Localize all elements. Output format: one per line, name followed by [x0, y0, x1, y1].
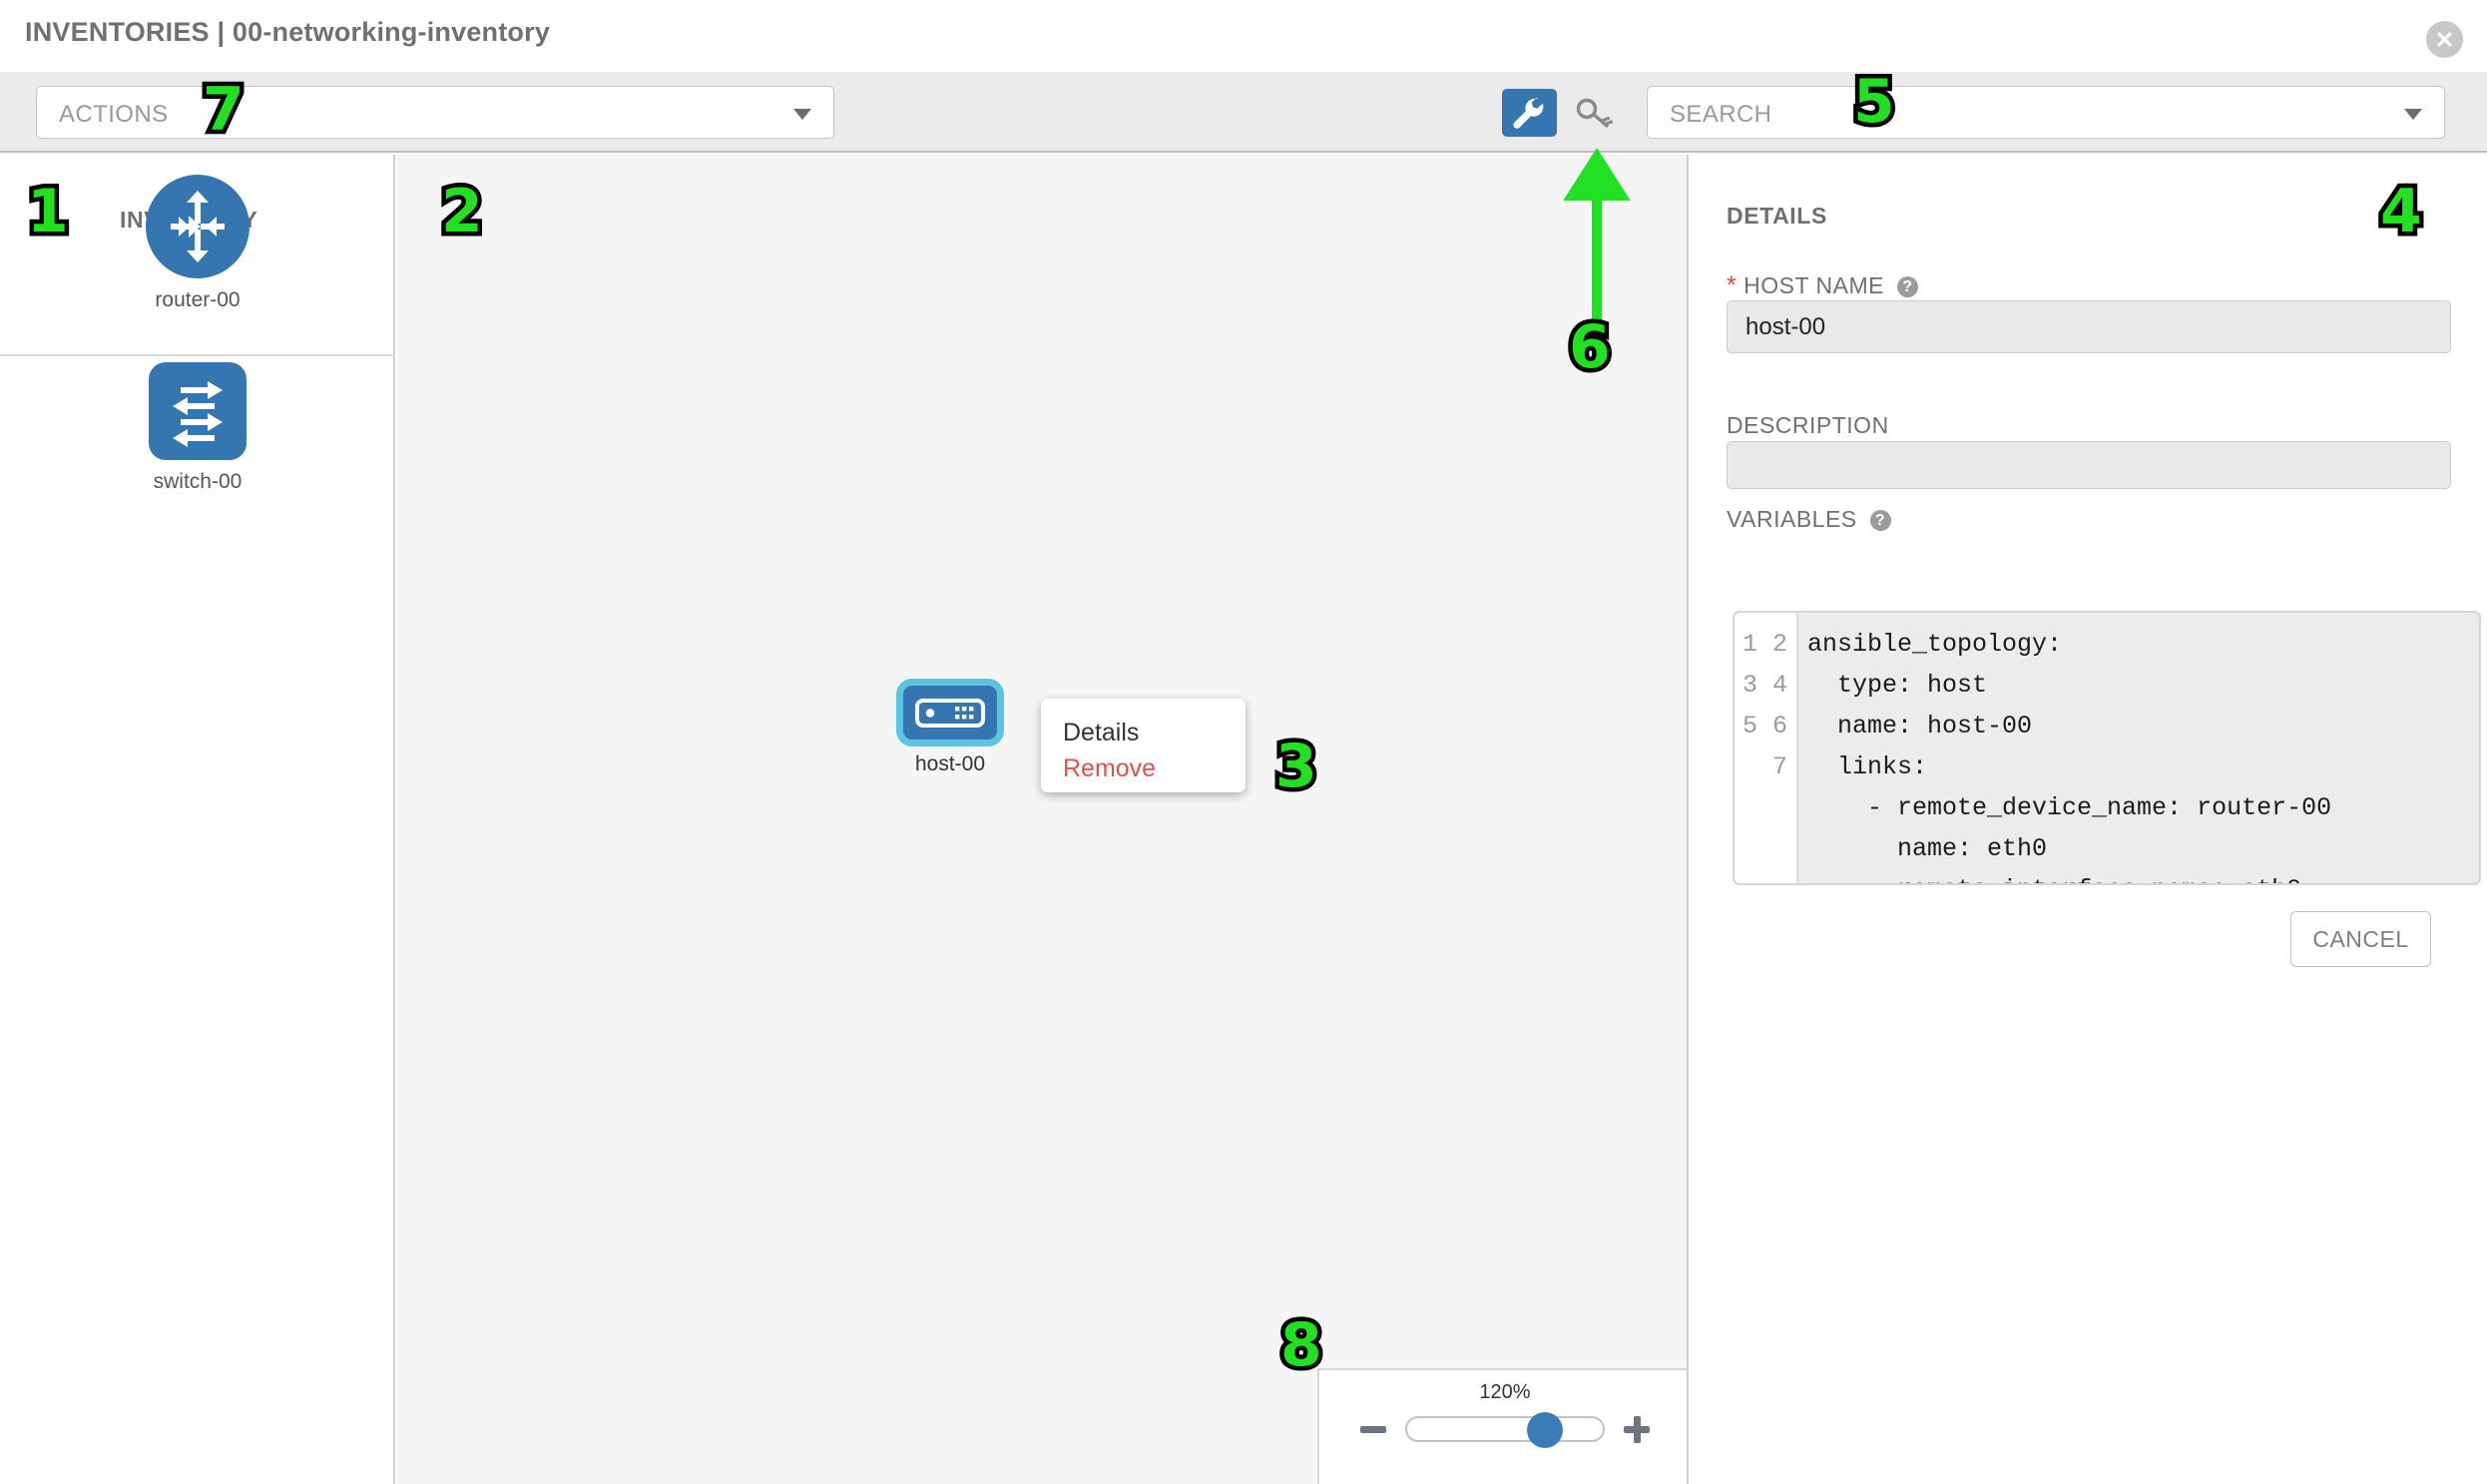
- inventory-item-router[interactable]: router-00: [0, 175, 395, 312]
- key-tool-button[interactable]: [1569, 89, 1621, 137]
- zoom-level-label: 120%: [1479, 1381, 1531, 1403]
- variables-editor[interactable]: 1 2 3 4 5 6 7 ansible_topology: type: ho…: [1733, 611, 2481, 885]
- window-title-bar: INVENTORIES | 00-networking-inventory: [0, 0, 2487, 72]
- zoom-out-button[interactable]: [1357, 1413, 1389, 1445]
- zoom-in-button[interactable]: [1621, 1413, 1653, 1445]
- wrench-tool-button[interactable]: [1502, 89, 1557, 137]
- inventory-divider: [0, 354, 395, 356]
- host-name-field[interactable]: [1727, 300, 2451, 353]
- host-name-label-text: HOST NAME: [1743, 272, 1884, 298]
- zoom-control: 120%: [1317, 1368, 1687, 1484]
- switch-icon: [149, 362, 247, 460]
- context-menu: Details Remove: [1041, 699, 1245, 792]
- topology-node-label: host-00: [890, 752, 1010, 776]
- actions-dropdown[interactable]: ACTIONS: [36, 86, 834, 139]
- zoom-slider[interactable]: [1405, 1412, 1605, 1448]
- question-mark-icon[interactable]: ?: [1896, 276, 1918, 297]
- required-marker: *: [1727, 271, 1738, 299]
- page-title: INVENTORIES | 00-networking-inventory: [25, 17, 551, 47]
- context-menu-item-details[interactable]: Details: [1063, 719, 1140, 746]
- actions-dropdown-label: ACTIONS: [59, 101, 169, 128]
- server-host-icon[interactable]: [896, 679, 1004, 746]
- question-mark-icon[interactable]: ?: [1869, 510, 1891, 531]
- editor-code[interactable]: ansible_topology: type: host name: host-…: [1798, 613, 2479, 883]
- inventory-item-label: switch-00: [153, 470, 243, 493]
- description-label: DESCRIPTION: [1727, 412, 1889, 438]
- inventory-item-label: router-00: [155, 288, 241, 311]
- variables-label: VARIABLES ?: [1727, 506, 1891, 533]
- variables-label-text: VARIABLES: [1727, 506, 1857, 532]
- router-icon: [146, 175, 249, 278]
- topology-node-host[interactable]: host-00: [890, 679, 1010, 776]
- chevron-down-icon[interactable]: [2404, 109, 2422, 120]
- context-menu-item-remove[interactable]: Remove: [1063, 754, 1157, 783]
- zoom-slider-thumb[interactable]: [1527, 1412, 1563, 1448]
- host-name-label: * HOST NAME ?: [1727, 271, 1918, 300]
- cancel-button[interactable]: CANCEL: [2290, 911, 2431, 967]
- details-heading: DETAILS: [1727, 203, 1827, 229]
- description-field[interactable]: [1727, 441, 2451, 489]
- search-input[interactable]: SEARCH: [1647, 86, 2445, 139]
- search-placeholder: SEARCH: [1670, 101, 1772, 128]
- editor-line-numbers: 1 2 3 4 5 6 7: [1735, 613, 1798, 883]
- close-icon[interactable]: [2426, 21, 2463, 58]
- chevron-down-icon: [793, 109, 811, 120]
- inventory-item-switch[interactable]: switch-00: [0, 362, 395, 494]
- inventory-panel: INVENTORY router-00: [0, 155, 395, 1484]
- topology-canvas[interactable]: host-00 Details Remove 120%: [397, 155, 1689, 1484]
